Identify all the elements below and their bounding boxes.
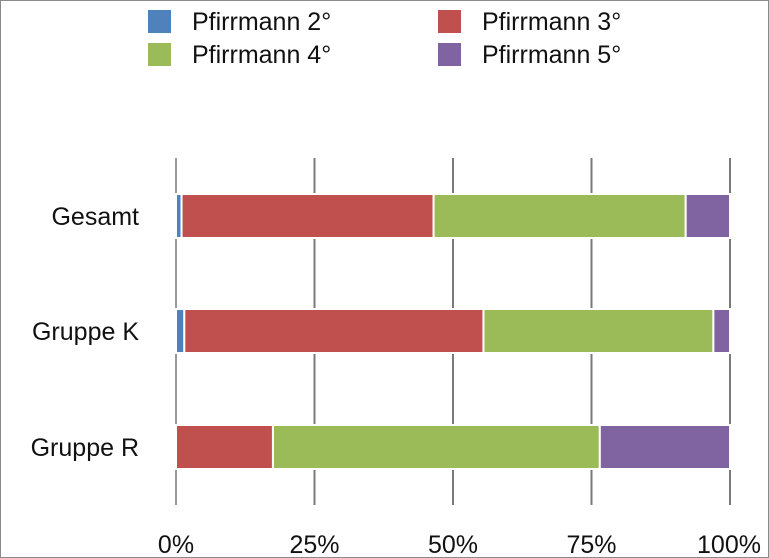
bar-segment bbox=[183, 308, 485, 354]
bar-segment bbox=[684, 193, 731, 239]
category-label: Gruppe K bbox=[32, 318, 139, 346]
legend-label: Pfirrmann 2° bbox=[192, 8, 331, 36]
legend-label: Pfirrmann 4° bbox=[192, 41, 331, 69]
legend: Pfirrmann 2° Pfirrmann 3° Pfirrmann 4° Pfir… bbox=[148, 8, 621, 69]
legend-swatch bbox=[438, 10, 461, 33]
category-label: Gruppe R bbox=[31, 434, 139, 462]
bar-segment bbox=[180, 193, 435, 239]
bar-segments bbox=[175, 193, 732, 470]
x-tick-label: 0% bbox=[158, 531, 194, 558]
x-tick-label: 100% bbox=[697, 531, 761, 558]
bar-segment bbox=[175, 308, 186, 354]
bar-segment bbox=[598, 424, 731, 470]
x-tick-labels: 0% 25% 50% 75% 100% bbox=[158, 531, 761, 558]
legend-label: Pfirrmann 5° bbox=[482, 41, 621, 69]
legend-swatch bbox=[148, 43, 171, 66]
bar-segment bbox=[432, 193, 687, 239]
x-tick-label: 75% bbox=[566, 531, 616, 558]
bar-segment bbox=[712, 308, 732, 354]
bar-segment bbox=[482, 308, 715, 354]
bar-segment bbox=[175, 424, 274, 470]
legend-swatch bbox=[148, 10, 171, 33]
bar-segment bbox=[271, 424, 601, 470]
legend-swatch bbox=[438, 43, 461, 66]
x-tick-label: 50% bbox=[428, 531, 478, 558]
category-label: Gesamt bbox=[51, 203, 139, 231]
category-labels: Gesamt Gruppe K Gruppe R bbox=[31, 203, 140, 462]
legend-label: Pfirrmann 3° bbox=[482, 8, 621, 36]
x-tick-label: 25% bbox=[289, 531, 339, 558]
